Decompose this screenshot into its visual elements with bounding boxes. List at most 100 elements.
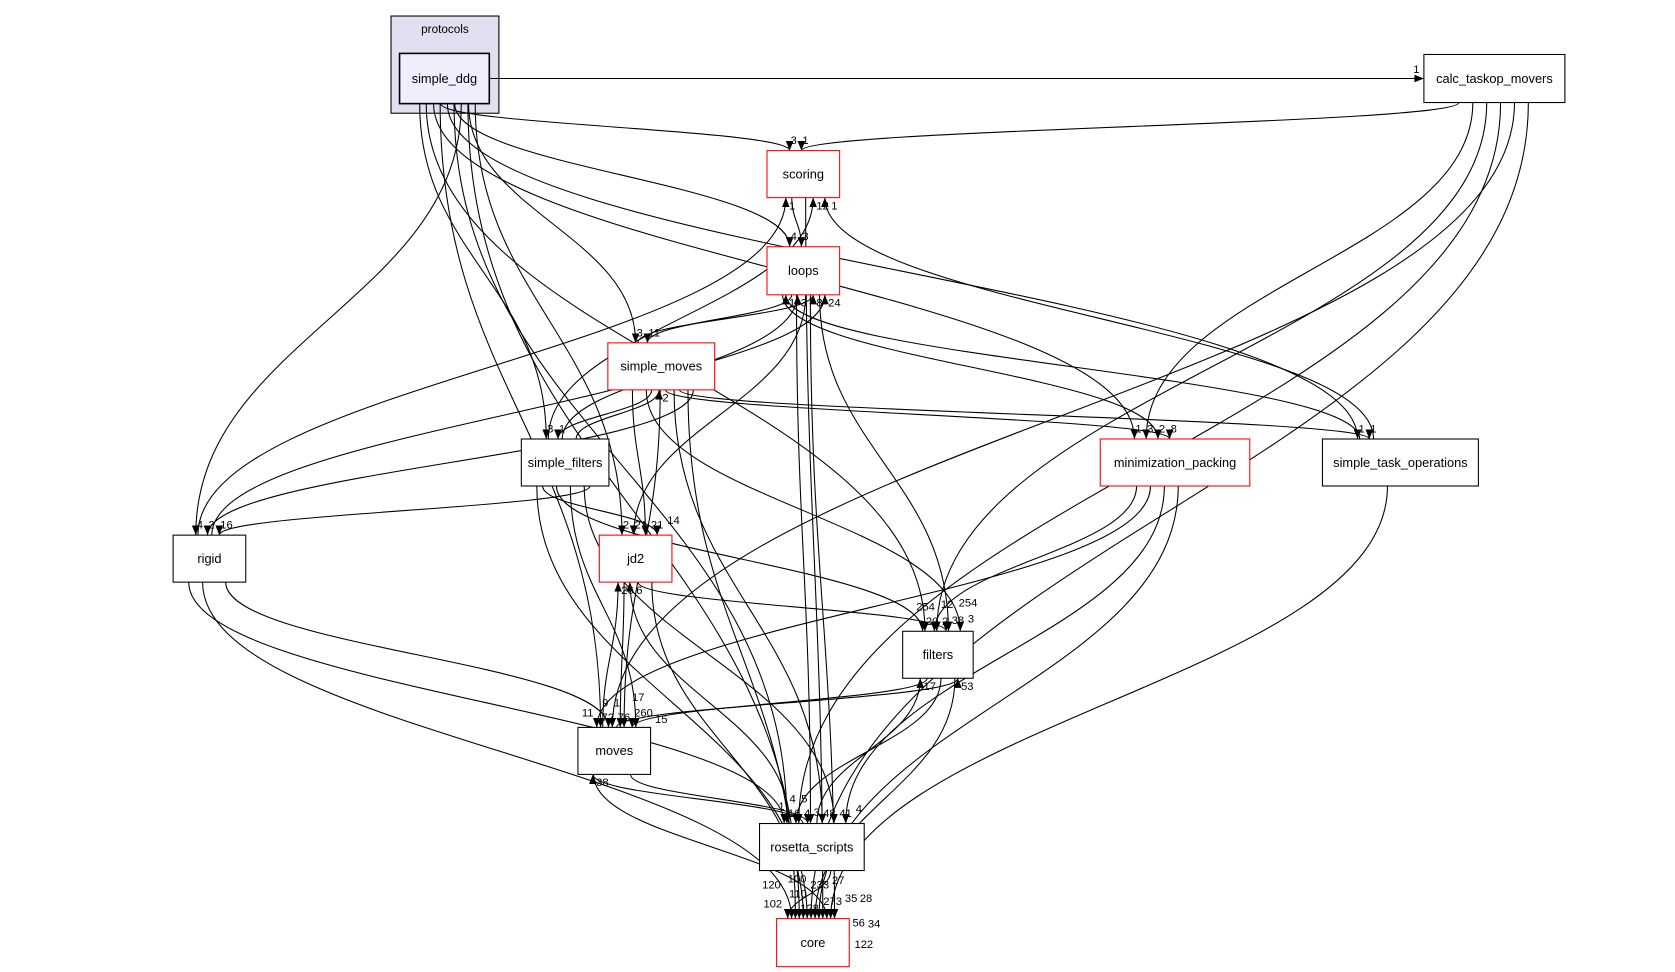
edge-count-label[interactable]: 1 (789, 200, 795, 212)
edge-count-label[interactable]: 16 (788, 808, 800, 820)
edge-jd2-to-filters[interactable] (637, 581, 950, 632)
edge-loops-to-minimization_packing[interactable] (782, 294, 1162, 440)
edge-simple_filters-to-jd2[interactable] (542, 485, 661, 536)
edge-count-label[interactable]: 1 (614, 697, 620, 709)
edge-simple_moves-to-simple_filters[interactable] (554, 389, 653, 440)
edge-count-label[interactable]: 5 (801, 794, 807, 806)
node-label[interactable]: filters (923, 647, 954, 662)
edge-count-label[interactable]: 26 (621, 585, 633, 597)
edge-count-label[interactable]: 38 (952, 615, 964, 627)
edge-count-label[interactable]: 6 (636, 585, 642, 597)
edge-simple_moves-to-filters[interactable] (645, 389, 965, 632)
node-simple_moves[interactable]: simple_moves (607, 342, 716, 391)
edge-filters-to-core[interactable] (811, 678, 956, 919)
edge-simple_task_operations-to-loops[interactable] (782, 294, 1361, 440)
edge-simple_moves-to-rosetta_scripts[interactable] (673, 389, 827, 824)
node-core[interactable]: core (776, 918, 850, 968)
edge-simple_task_operations-to-core[interactable] (826, 485, 1389, 919)
edge-count-label[interactable]: 1 (802, 135, 808, 147)
edge-count-label[interactable]: 1 (778, 801, 784, 813)
edge-count-label[interactable]: 1 (559, 423, 565, 435)
node-label[interactable]: moves (595, 743, 633, 758)
node-box[interactable] (1423, 53, 1566, 104)
edge-simple_ddg-to-rigid[interactable] (191, 103, 462, 536)
edge-count-label[interactable]: 35 (845, 893, 857, 905)
edge-loops-to-simple_moves[interactable] (643, 294, 793, 344)
edge-count-label[interactable]: 2 (208, 520, 214, 532)
node-box[interactable] (398, 52, 491, 105)
edge-simple_moves-to-loops[interactable] (637, 294, 817, 344)
edge-count-label[interactable]: 3 (637, 327, 643, 339)
edge-moves-to-core[interactable] (593, 774, 831, 919)
edge-simple_moves-to-simple_task_operations[interactable] (678, 389, 1373, 440)
edge-rosetta_scripts-to-jd2[interactable] (626, 582, 790, 824)
edge-simple_filters-to-simple_moves[interactable] (575, 389, 663, 440)
edge-moves-to-jd2[interactable] (602, 582, 622, 728)
edge-simple_ddg-to-core[interactable] (467, 103, 804, 919)
edge-count-label[interactable]: 11 (648, 327, 660, 339)
edge-count-label[interactable]: 21 (651, 520, 663, 532)
edge-count-label[interactable]: 34 (868, 919, 880, 931)
edge-count-label[interactable]: 72 (602, 712, 614, 724)
edge-count-label[interactable]: 53 (961, 681, 973, 693)
node-label[interactable]: core (800, 935, 825, 950)
edge-count-label[interactable]: 4 (791, 231, 797, 243)
edge-simple_ddg-to-loops[interactable] (454, 103, 794, 247)
node-simple_task_operations[interactable]: simple_task_operations (1321, 438, 1479, 487)
edge-count-label[interactable]: 17 (923, 681, 935, 693)
edge-count-label[interactable]: 1 (1135, 423, 1141, 435)
node-box[interactable] (758, 822, 865, 872)
edge-count-label[interactable]: 4 (856, 803, 862, 815)
edge-count-label[interactable]: 3 (1147, 423, 1153, 435)
node-box[interactable] (607, 342, 716, 391)
edge-simple_moves-to-jd2[interactable] (631, 389, 650, 536)
edge-count-label[interactable]: 28 (860, 893, 872, 905)
edge-count-label[interactable]: 27 (832, 875, 844, 887)
edge-count-label[interactable]: 3 (802, 231, 808, 243)
edge-count-label[interactable]: 1 (1370, 423, 1376, 435)
edge-count-label[interactable]: 260 (634, 707, 653, 719)
edge-count-label[interactable]: 3 (968, 614, 974, 626)
edge-count-label[interactable]: 100 (788, 873, 807, 885)
edge-loops-to-rosetta_scripts[interactable] (795, 294, 815, 824)
edge-simple_ddg-to-jd2[interactable] (474, 103, 626, 536)
edge-count-label[interactable]: 128 (800, 903, 819, 915)
edge-count-label[interactable]: 110 (789, 889, 807, 901)
edge-simple_filters-to-moves[interactable] (569, 485, 640, 728)
edge-filters-to-moves[interactable] (628, 678, 928, 728)
edge-count-label[interactable]: 8 (816, 298, 822, 310)
node-box[interactable] (766, 246, 841, 296)
node-label[interactable]: simple_ddg (412, 71, 477, 86)
edge-moves-to-filters[interactable] (616, 677, 962, 728)
node-box[interactable] (776, 918, 850, 968)
node-box[interactable] (598, 534, 673, 583)
node-label[interactable]: loops (788, 263, 819, 278)
node-box[interactable] (520, 438, 610, 487)
edge-count-label[interactable]: 2 (662, 393, 668, 405)
edge-rigid-to-moves[interactable] (225, 582, 613, 728)
node-box[interactable] (1099, 438, 1251, 487)
edge-count-label[interactable]: 1 (1413, 64, 1419, 76)
edge-calc_taskop_movers-to-filters[interactable] (932, 102, 1488, 632)
edge-count-label[interactable]: 20 (926, 616, 938, 628)
edge-simple_ddg-to-simple_filters[interactable] (419, 103, 551, 440)
edge-count-label[interactable]: 120 (762, 880, 781, 892)
node-loops[interactable]: loops (766, 246, 841, 296)
edge-simple_task_operations-to-scoring[interactable] (821, 197, 1375, 440)
edge-count-label[interactable]: 76 (618, 712, 630, 724)
edge-calc_taskop_movers-to-scoring[interactable] (797, 102, 1460, 152)
edge-minimization_packing-to-filters[interactable] (930, 485, 1138, 632)
edge-count-label[interactable]: 17 (632, 692, 644, 704)
edge-count-label[interactable]: 122 (854, 939, 873, 951)
edge-count-label[interactable]: 21 (635, 520, 647, 532)
edge-simple_ddg-to-rosetta_scripts[interactable] (453, 103, 791, 824)
node-box[interactable] (766, 150, 841, 199)
edge-rigid-to-loops[interactable] (211, 294, 802, 536)
edge-simple_ddg-to-simple_moves[interactable] (468, 103, 640, 343)
edge-count-label[interactable]: 1 (831, 200, 837, 212)
node-box[interactable] (577, 726, 652, 775)
edge-count-label[interactable]: 15 (655, 714, 667, 726)
edge-count-label[interactable]: 1 (789, 298, 795, 310)
edge-count-label[interactable]: 102 (763, 899, 782, 911)
edge-count-label[interactable]: 3 (801, 298, 807, 310)
